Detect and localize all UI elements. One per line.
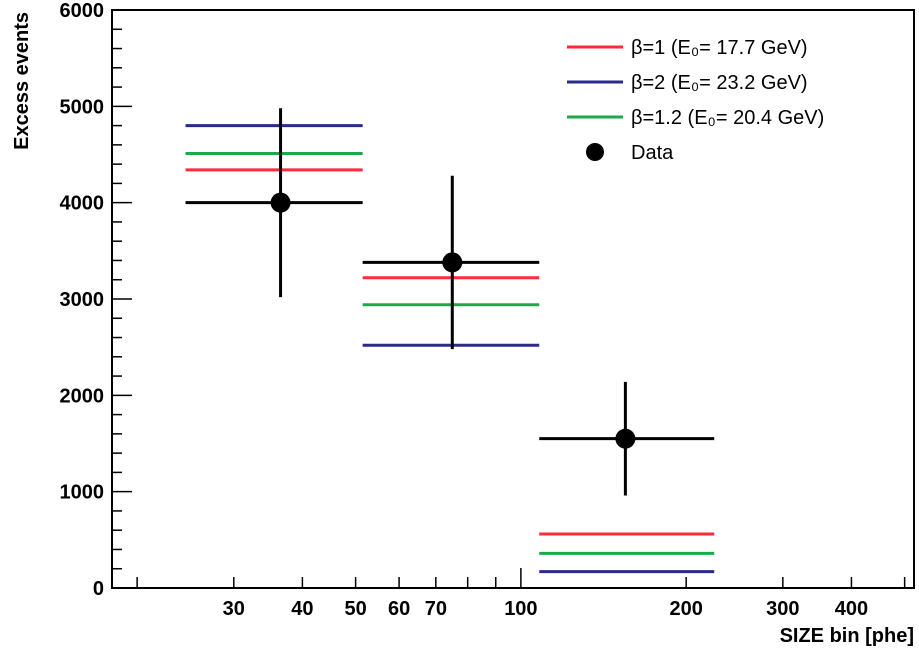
- legend-label: β=1.2 (E₀= 20.4 GeV): [631, 107, 824, 129]
- x-tick-label: 60: [388, 598, 410, 620]
- y-axis: 0 1000 2000 3000 4000 5000 6000: [60, 0, 132, 600]
- y-tick-label: 2000: [60, 385, 105, 407]
- x-tick-label: 70: [425, 598, 447, 620]
- y-tick-label: 6000: [60, 0, 105, 22]
- y-tick-label: 4000: [60, 193, 105, 215]
- x-tick-label: 50: [344, 598, 366, 620]
- x-tick-label: 40: [291, 598, 313, 620]
- y-tick-label: 0: [93, 578, 104, 600]
- model-bands: [185, 124, 715, 574]
- x-axis-title: SIZE bin [phe]: [780, 625, 914, 647]
- legend-marker-data: [586, 143, 604, 161]
- legend-label: β=2 (E₀= 23.2 GeV): [631, 72, 808, 94]
- plot-frame: [111, 9, 915, 589]
- legend-label: β=1 (E₀= 17.7 GeV): [631, 37, 808, 59]
- x-tick-label: 400: [835, 598, 868, 620]
- x-tick-label: 100: [504, 598, 537, 620]
- legend: β=1 (E₀= 17.7 GeV) β=2 (E₀= 23.2 GeV) β=1.…: [567, 37, 824, 164]
- y-tick-label: 5000: [60, 96, 105, 118]
- x-axis: 30 40 50 60 70 100 200 300 400: [136, 568, 906, 620]
- y-tick-label: 3000: [60, 289, 105, 311]
- y-tick-label: 1000: [60, 482, 105, 504]
- x-tick-label: 30: [223, 598, 245, 620]
- data-point: [442, 252, 463, 273]
- data-point: [270, 192, 291, 213]
- y-axis-title: Excess events: [11, 12, 33, 150]
- data-points: [185, 108, 715, 496]
- legend-label: Data: [631, 142, 674, 164]
- x-tick-label: 300: [766, 598, 799, 620]
- data-point: [615, 428, 636, 449]
- x-tick-label: 200: [669, 598, 702, 620]
